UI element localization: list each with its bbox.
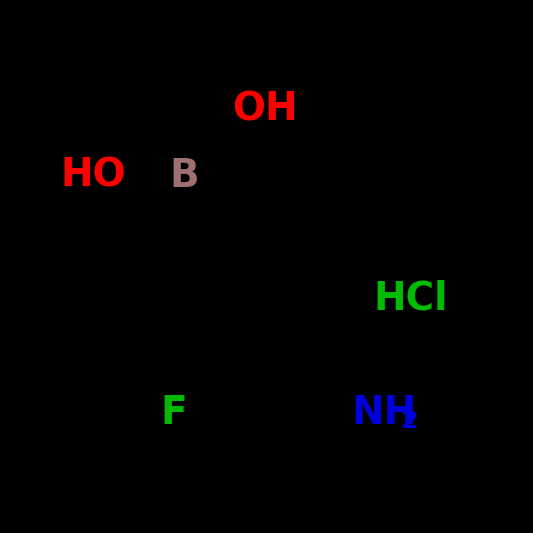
- Text: 2: 2: [401, 409, 418, 433]
- Text: F: F: [160, 394, 187, 432]
- Text: HO: HO: [60, 157, 126, 195]
- Text: B: B: [169, 157, 199, 195]
- Text: NH: NH: [352, 394, 417, 432]
- Text: HCl: HCl: [373, 279, 448, 318]
- Text: OH: OH: [232, 90, 297, 128]
